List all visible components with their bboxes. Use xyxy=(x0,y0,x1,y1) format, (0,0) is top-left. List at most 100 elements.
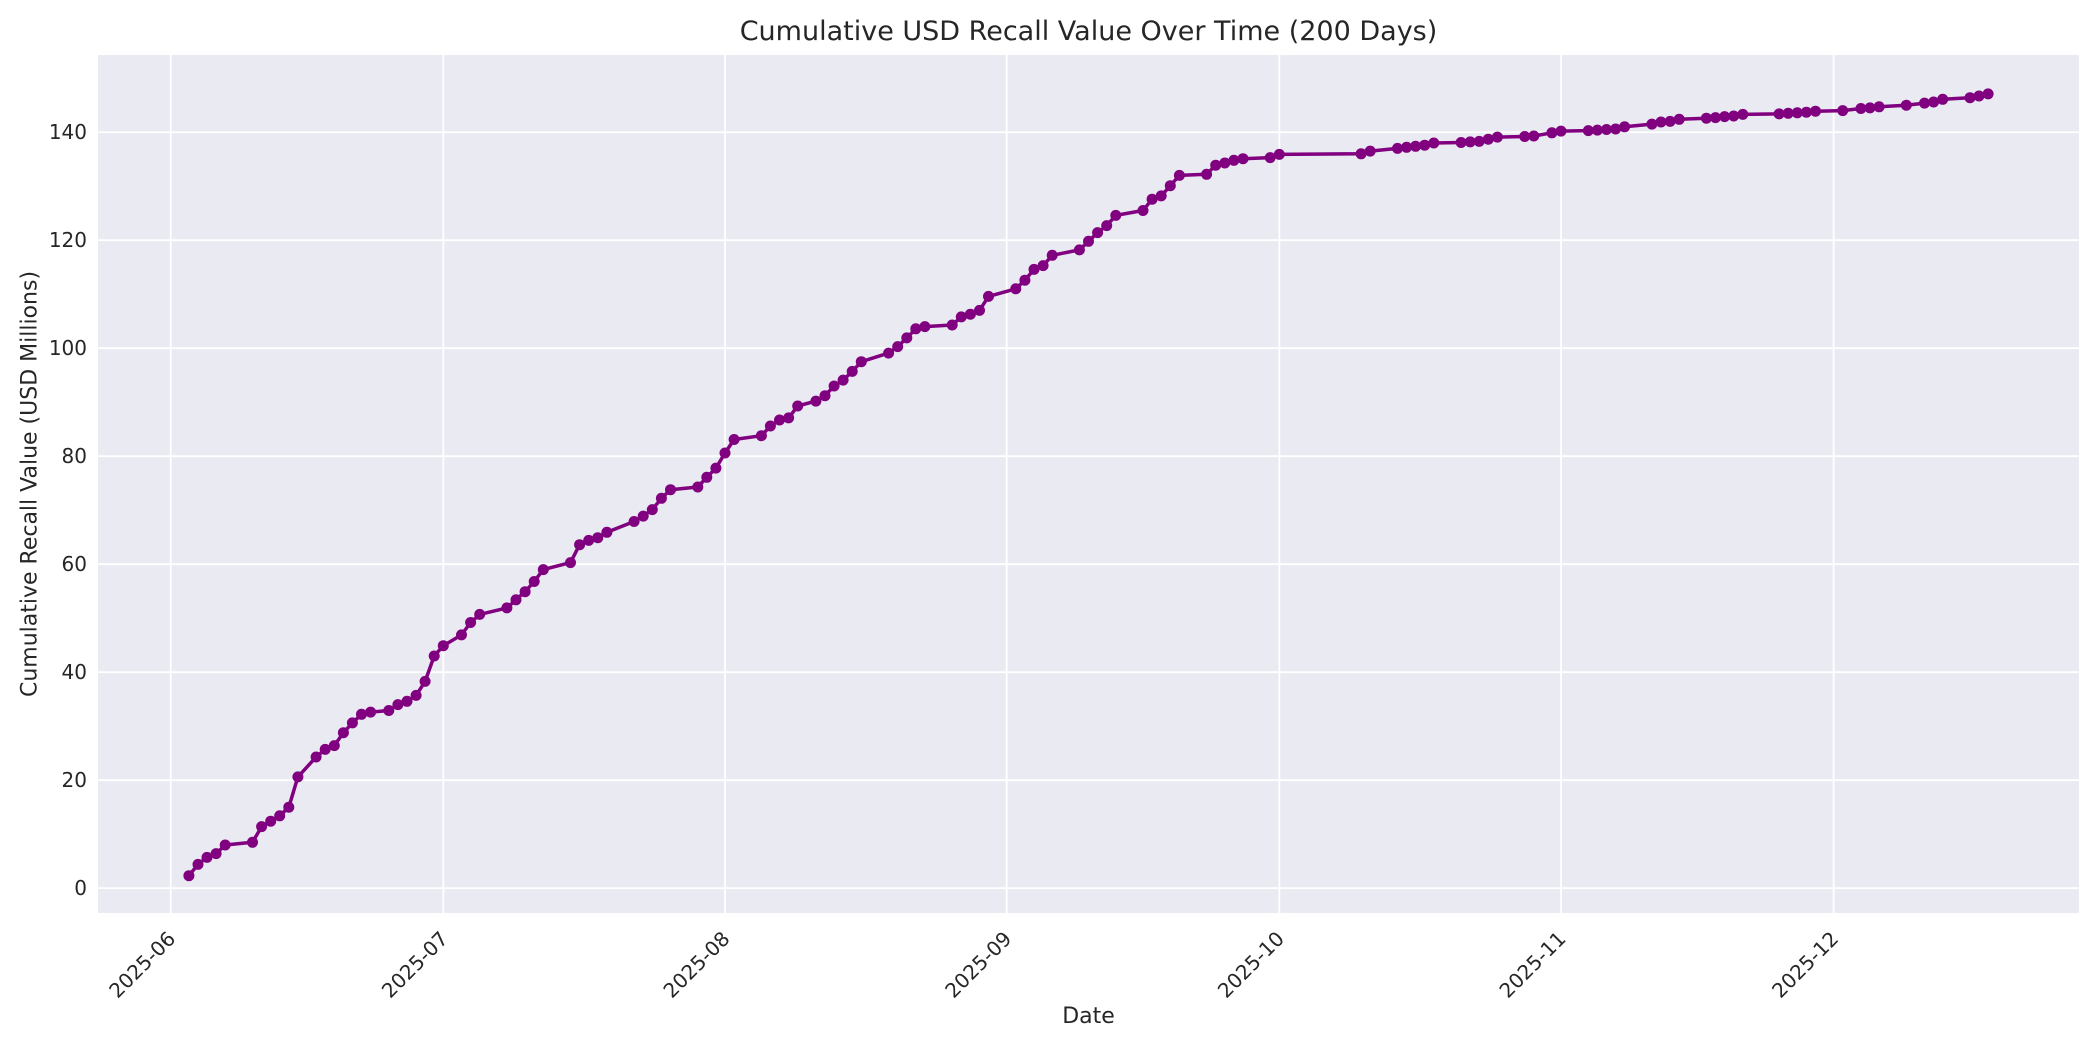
data-point-marker xyxy=(1137,205,1149,216)
data-point-marker xyxy=(401,695,413,707)
y-tick-label: 80 xyxy=(62,444,87,468)
data-point-marker xyxy=(1210,159,1222,171)
data-point-marker xyxy=(728,434,740,445)
data-point-marker xyxy=(1092,227,1104,239)
x-tick-label: 2025-10 xyxy=(1213,927,1289,1003)
data-point-marker xyxy=(319,743,331,755)
data-point-marker xyxy=(910,323,922,335)
data-point-marker xyxy=(1900,99,1912,111)
data-point-marker xyxy=(601,526,613,538)
x-tick-label: 2025-08 xyxy=(658,927,734,1003)
data-point-marker xyxy=(1728,110,1740,122)
data-point-marker xyxy=(1773,108,1785,120)
plot-area xyxy=(98,55,2079,913)
y-tick-label: 20 xyxy=(62,768,87,792)
data-point-marker xyxy=(1546,127,1558,139)
x-tick-label: 2025-06 xyxy=(104,927,180,1003)
data-point-marker xyxy=(583,534,595,546)
data-point-marker xyxy=(1164,180,1176,192)
chart-title: Cumulative USD Recall Value Over Time (2… xyxy=(739,16,1438,47)
data-point-marker xyxy=(1800,106,1812,118)
data-point-marker xyxy=(1655,116,1667,128)
data-point-marker xyxy=(192,858,204,870)
data-point-marker xyxy=(528,576,540,587)
y-axis-label: Cumulative Recall Value (USD Millions) xyxy=(17,270,43,698)
data-point-marker xyxy=(1146,193,1158,205)
data-point-marker xyxy=(474,608,486,620)
data-point-marker xyxy=(437,640,449,652)
data-point-marker xyxy=(1201,168,1213,180)
data-point-marker xyxy=(283,801,295,813)
data-point-marker xyxy=(828,380,840,392)
data-point-marker xyxy=(1964,92,1976,104)
data-point-marker xyxy=(1392,142,1403,154)
data-point-marker xyxy=(1410,140,1422,152)
data-point-marker xyxy=(946,319,958,331)
data-point-marker xyxy=(1719,111,1731,123)
data-point-marker xyxy=(1864,102,1876,114)
data-point-marker xyxy=(1046,249,1058,261)
data-point-marker xyxy=(692,481,704,493)
data-point-marker xyxy=(510,594,522,606)
data-point-marker xyxy=(219,839,231,851)
data-point-marker xyxy=(655,492,667,504)
data-point-marker xyxy=(764,420,776,432)
data-point-marker xyxy=(1646,118,1658,130)
data-point-marker xyxy=(328,740,340,752)
data-point-marker xyxy=(201,851,213,863)
data-point-marker xyxy=(955,311,967,323)
data-point-marker xyxy=(574,539,586,551)
data-point-marker xyxy=(565,557,576,569)
data-point-marker xyxy=(1928,96,1940,108)
data-point-marker xyxy=(628,516,640,527)
data-point-marker xyxy=(337,727,349,739)
data-point-marker xyxy=(1873,101,1885,113)
data-point-marker xyxy=(1401,141,1413,153)
data-point-marker xyxy=(701,471,713,483)
data-point-marker xyxy=(710,462,722,474)
data-point-marker xyxy=(964,308,976,320)
data-point-marker xyxy=(1010,283,1022,295)
x-tick-label: 2025-11 xyxy=(1494,927,1570,1003)
data-point-marker xyxy=(1482,133,1494,145)
data-point-marker xyxy=(1919,97,1930,109)
data-point-marker xyxy=(1491,131,1503,143)
data-point-marker xyxy=(1519,131,1531,142)
data-point-marker xyxy=(592,532,604,544)
data-point-marker xyxy=(1455,137,1467,148)
data-point-marker xyxy=(183,870,195,882)
data-point-marker xyxy=(637,510,649,522)
data-point-marker xyxy=(1737,108,1749,120)
data-point-marker xyxy=(1364,145,1376,157)
data-point-marker xyxy=(774,414,785,426)
data-point-marker xyxy=(1937,93,1949,105)
data-point-marker xyxy=(1855,103,1867,114)
data-point-marker xyxy=(837,374,849,386)
data-point-marker xyxy=(1237,153,1249,165)
data-point-marker xyxy=(1555,125,1567,137)
data-point-marker xyxy=(1810,105,1821,117)
data-point-marker xyxy=(1973,90,1985,102)
data-point-marker xyxy=(1219,157,1231,169)
data-point-marker xyxy=(537,564,549,576)
data-point-marker xyxy=(1982,88,1994,100)
y-tick-label: 120 xyxy=(49,228,87,252)
data-point-marker xyxy=(983,290,994,302)
data-point-marker xyxy=(1101,220,1113,232)
data-point-marker xyxy=(646,504,658,516)
data-point-marker xyxy=(792,400,804,412)
data-point-marker xyxy=(719,447,731,459)
data-point-marker xyxy=(1110,209,1122,221)
data-point-marker xyxy=(392,699,404,711)
data-point-marker xyxy=(365,706,377,718)
data-point-marker xyxy=(1837,105,1849,117)
data-point-marker xyxy=(1528,130,1540,142)
data-point-marker xyxy=(346,717,358,729)
data-point-marker xyxy=(1173,169,1185,181)
data-point-marker xyxy=(210,848,222,860)
y-tick-label: 100 xyxy=(49,336,87,360)
data-point-marker xyxy=(1028,263,1040,275)
data-point-marker xyxy=(1155,190,1167,202)
data-point-marker xyxy=(974,304,985,316)
